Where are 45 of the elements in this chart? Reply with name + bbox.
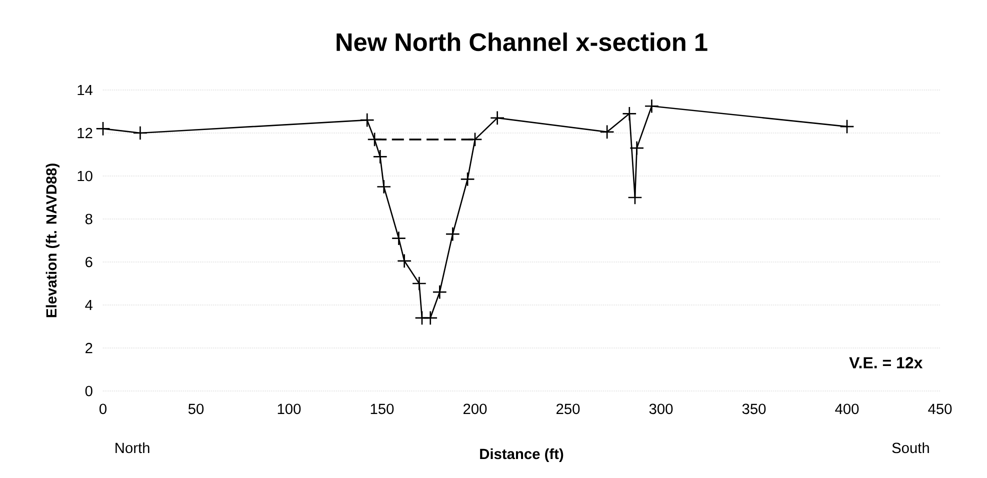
point bbox=[629, 140, 644, 156]
x-tick-label: 150 bbox=[370, 404, 394, 414]
text: North bbox=[116, 442, 150, 454]
point bbox=[376, 179, 392, 194]
x-tick-label: 100 bbox=[278, 404, 301, 414]
y-axis-title: Elevation (ft. NAVD88) bbox=[46, 164, 60, 318]
point bbox=[423, 310, 438, 326]
y-tick-label: 12 bbox=[78, 128, 92, 138]
point bbox=[600, 124, 614, 140]
y-tick-label: 8 bbox=[85, 214, 92, 224]
point bbox=[468, 132, 482, 147]
point bbox=[644, 98, 660, 114]
x-axis-title: Distance (ft) bbox=[480, 448, 564, 462]
x-tick-label: 300 bbox=[649, 404, 673, 414]
x-tick-label: 450 bbox=[928, 404, 952, 414]
y-tick-label: 2 bbox=[86, 342, 92, 354]
x-tick-label: 50 bbox=[188, 404, 204, 414]
text: South bbox=[892, 442, 929, 454]
point bbox=[460, 172, 475, 187]
chart-title: New North Channel x-section 1 bbox=[336, 32, 708, 52]
x-tick-label: 400 bbox=[835, 404, 859, 414]
x-tick-label: 350 bbox=[742, 404, 766, 414]
y-tick-label: 10 bbox=[78, 170, 92, 182]
point bbox=[840, 119, 854, 134]
point bbox=[628, 190, 642, 205]
point bbox=[432, 284, 447, 300]
y-tick-label: 6 bbox=[86, 256, 92, 268]
point bbox=[412, 276, 427, 291]
point bbox=[490, 110, 505, 126]
y-tick-label: 4 bbox=[85, 300, 93, 310]
point bbox=[367, 132, 382, 147]
point bbox=[372, 149, 388, 164]
y-tick-label: 14 bbox=[78, 84, 93, 96]
point bbox=[360, 112, 374, 128]
point bbox=[96, 121, 110, 136]
point bbox=[391, 231, 406, 246]
point bbox=[445, 226, 460, 242]
point bbox=[622, 106, 637, 121]
annotation: V.E. = 12x bbox=[849, 357, 923, 368]
x-tick-label: 250 bbox=[556, 404, 580, 414]
x-tick-label: 200 bbox=[464, 404, 487, 414]
y-tick-label: 0 bbox=[85, 386, 92, 396]
point bbox=[396, 254, 412, 268]
x-tick-label: 0 bbox=[99, 404, 106, 414]
point bbox=[132, 126, 148, 140]
